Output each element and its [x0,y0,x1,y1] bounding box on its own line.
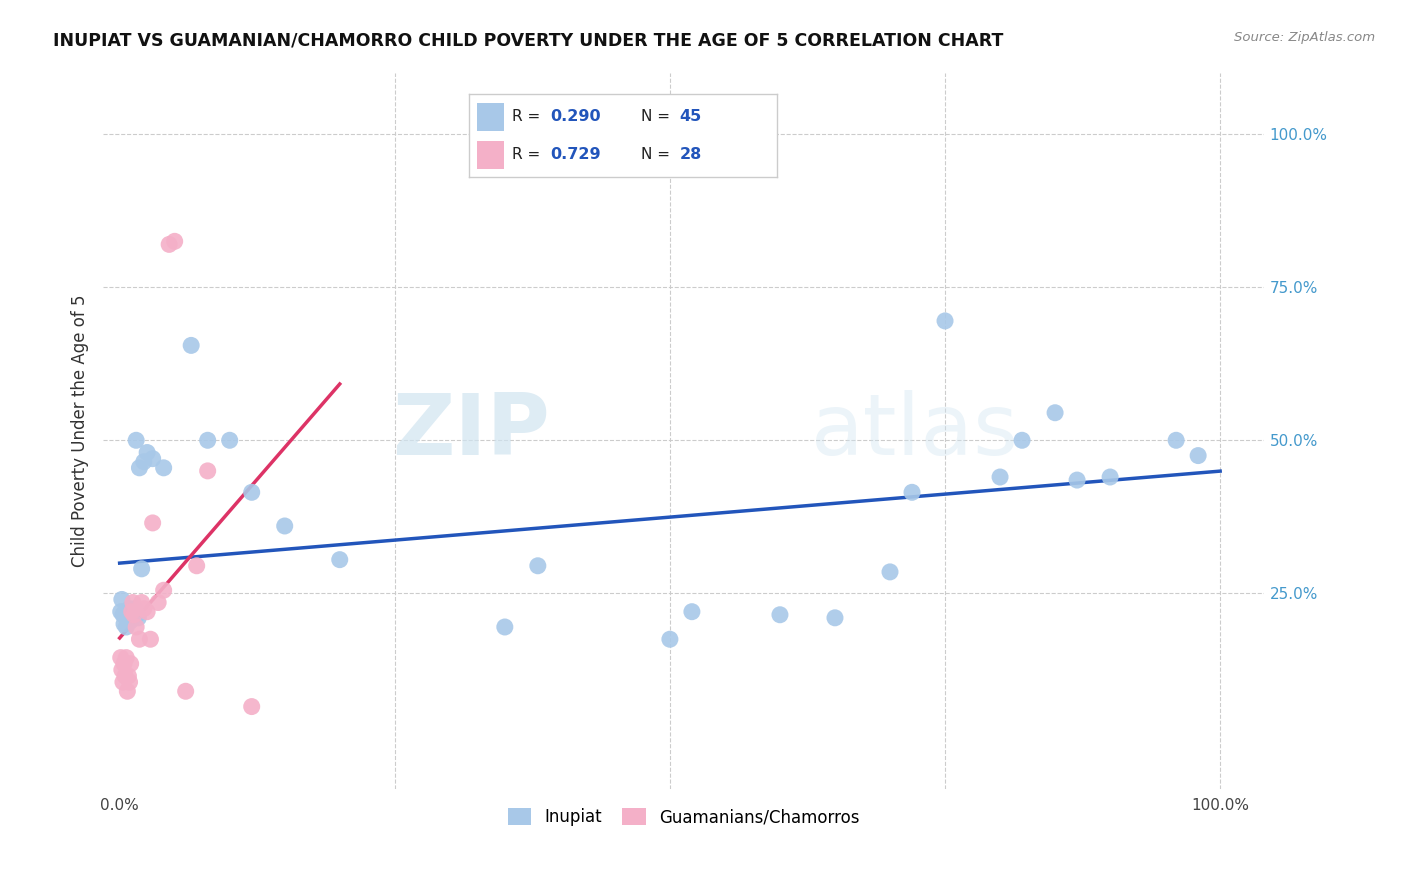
Point [127,611,149,625]
Point [681,605,703,619]
Point [125,620,148,634]
Point [110,605,132,619]
Point [1166,434,1188,448]
Point [115,650,138,665]
Point [111,592,134,607]
Point [118,675,141,690]
Legend: Inupiat, Guamanians/Chamorros: Inupiat, Guamanians/Chamorros [499,800,868,835]
Point [128,460,150,475]
Point [112,616,135,631]
Text: ZIP: ZIP [392,390,550,473]
Point [132,455,155,469]
Point [117,684,139,698]
Point [879,565,901,579]
Point [114,669,136,683]
Point [142,516,165,530]
Point [273,519,295,533]
Point [142,451,165,466]
Point [240,485,263,500]
Point [152,460,174,475]
Point [1043,406,1066,420]
Point [1066,473,1088,487]
Text: Source: ZipAtlas.com: Source: ZipAtlas.com [1234,31,1375,45]
Point [127,607,149,622]
Point [146,595,169,609]
Point [152,583,174,598]
Point [128,632,150,647]
Point [120,657,142,671]
Point [197,464,219,478]
Point [494,620,516,634]
Point [117,669,139,683]
Point [112,657,135,671]
Point [121,611,143,625]
Point [136,445,159,459]
Point [121,607,143,622]
Point [157,237,180,252]
Point [329,552,352,566]
Point [1187,449,1209,463]
Point [163,235,186,249]
Point [1011,434,1033,448]
Point [117,611,139,625]
Point [114,605,136,619]
Point [240,699,263,714]
Point [131,595,153,609]
Point [658,632,681,647]
Point [139,632,162,647]
Point [136,605,159,619]
Y-axis label: Child Poverty Under the Age of 5: Child Poverty Under the Age of 5 [72,295,89,567]
Point [111,675,134,690]
Point [132,601,155,615]
Point [769,607,792,622]
Point [174,684,197,698]
Point [125,434,148,448]
Point [197,434,219,448]
Point [824,611,846,625]
Point [118,601,141,615]
Point [131,562,153,576]
Point [988,470,1011,484]
Point [122,607,145,622]
Point [218,434,240,448]
Point [901,485,924,500]
Point [120,614,142,628]
Point [115,620,138,634]
Point [1099,470,1122,484]
Point [186,558,208,573]
Point [180,338,202,352]
Point [122,605,145,619]
Point [111,607,134,622]
Point [121,595,143,609]
Point [110,650,132,665]
Point [117,607,139,622]
Point [121,605,143,619]
Text: INUPIAT VS GUAMANIAN/CHAMORRO CHILD POVERTY UNDER THE AGE OF 5 CORRELATION CHART: INUPIAT VS GUAMANIAN/CHAMORRO CHILD POVE… [53,31,1004,49]
Point [527,558,550,573]
Text: atlas: atlas [811,390,1019,473]
Point [111,663,134,677]
Point [124,601,146,615]
Point [934,314,956,328]
